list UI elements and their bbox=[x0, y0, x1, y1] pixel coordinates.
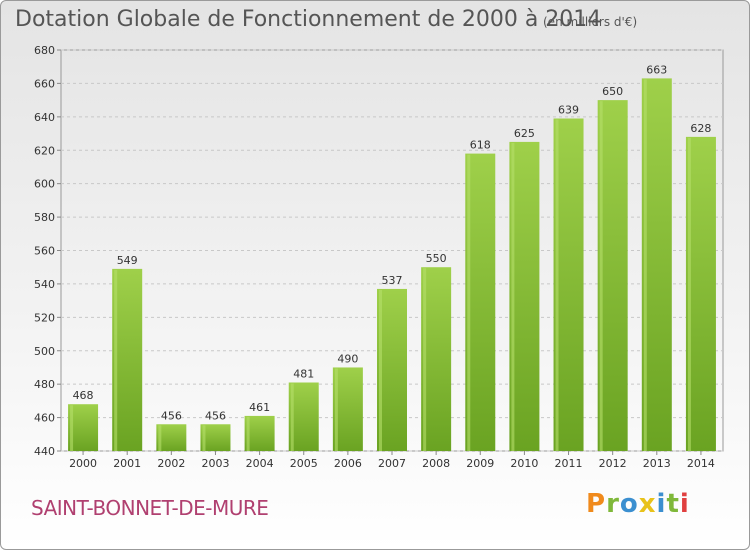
logo-letter: P bbox=[586, 489, 607, 519]
commune-name: SAINT-BONNET-DE-MURE bbox=[31, 496, 269, 520]
x-tick-label: 2005 bbox=[290, 457, 318, 470]
logo-letter: x bbox=[638, 489, 657, 519]
bar-highlight bbox=[379, 289, 382, 451]
logo-letter: r bbox=[606, 489, 620, 519]
y-tick-label: 500 bbox=[34, 345, 55, 358]
bar-value-label: 549 bbox=[117, 254, 138, 267]
chart-unit: (en milliers d'€) bbox=[543, 15, 638, 29]
bar-value-label: 537 bbox=[382, 274, 403, 287]
chart-title: Dotation Globale de Fonctionnement de 20… bbox=[15, 7, 602, 32]
bar-value-label: 456 bbox=[205, 409, 226, 422]
bar-highlight bbox=[555, 119, 559, 452]
x-tick-label: 2003 bbox=[201, 457, 229, 470]
bar-highlight bbox=[202, 425, 206, 451]
bar-highlight bbox=[246, 416, 250, 451]
logo-letter: o bbox=[619, 489, 639, 519]
x-tick-label: 2001 bbox=[113, 457, 141, 470]
x-tick-label: 2002 bbox=[157, 457, 185, 470]
grid-lines bbox=[57, 49, 724, 455]
bar-value-label: 490 bbox=[337, 352, 358, 365]
x-tick-label: 2008 bbox=[422, 457, 450, 470]
proxiti-logo: Proxiti bbox=[586, 489, 690, 519]
x-tick-label: 2009 bbox=[466, 457, 494, 470]
bar-highlight bbox=[687, 137, 691, 451]
logo-letter: t bbox=[666, 489, 680, 519]
bar-highlight bbox=[467, 154, 471, 451]
x-tick-label: 2013 bbox=[643, 457, 671, 470]
y-tick-label: 640 bbox=[34, 111, 55, 124]
y-tick-label: 480 bbox=[34, 378, 55, 391]
x-tick-label: 2000 bbox=[69, 457, 97, 470]
bar-highlight bbox=[334, 368, 338, 451]
bar-highlight bbox=[511, 142, 515, 452]
bars bbox=[68, 78, 716, 452]
bar-highlight bbox=[423, 268, 427, 451]
bar-highlight bbox=[158, 425, 162, 451]
x-tick-label: 2006 bbox=[334, 457, 362, 470]
bar-value-label: 550 bbox=[426, 252, 447, 265]
bar-highlight bbox=[599, 101, 603, 451]
y-tick-label: 620 bbox=[34, 144, 55, 157]
bar-highlight bbox=[70, 405, 74, 451]
labels: 440 460 480 500 520 540 560 580 600 620 640 660 680 4… bbox=[34, 44, 715, 470]
y-tick-label: 580 bbox=[34, 211, 55, 224]
bar-value-label: 461 bbox=[249, 401, 270, 414]
y-tick-label: 540 bbox=[34, 278, 55, 291]
x-tick-label: 2004 bbox=[246, 457, 274, 470]
bar-highlight bbox=[643, 79, 647, 451]
bar-value-label: 618 bbox=[470, 139, 491, 152]
bar-value-label: 663 bbox=[646, 63, 667, 76]
y-tick-label: 680 bbox=[34, 44, 55, 57]
y-tick-label: 440 bbox=[34, 445, 55, 458]
x-tick-label: 2014 bbox=[687, 457, 715, 470]
bar-value-label: 628 bbox=[690, 122, 711, 135]
y-tick-label: 600 bbox=[34, 178, 55, 191]
y-tick-label: 520 bbox=[34, 311, 55, 324]
bar-highlight bbox=[290, 383, 294, 451]
x-tick-label: 2007 bbox=[378, 457, 406, 470]
y-tick-label: 560 bbox=[34, 245, 55, 258]
bar-value-label: 639 bbox=[558, 104, 579, 117]
x-tick-label: 2010 bbox=[510, 457, 538, 470]
bar-value-label: 468 bbox=[73, 389, 94, 402]
y-tick-label: 460 bbox=[34, 412, 55, 425]
bar-value-label: 481 bbox=[293, 367, 314, 380]
logo-letter: i bbox=[656, 489, 667, 519]
bar-value-label: 456 bbox=[161, 409, 182, 422]
y-tick-label: 660 bbox=[34, 77, 55, 90]
bar-highlight bbox=[114, 269, 118, 451]
logo-letter: i bbox=[679, 489, 690, 519]
x-tick-label: 2011 bbox=[555, 457, 583, 470]
x-tick-label: 2012 bbox=[599, 457, 627, 470]
bar-value-label: 650 bbox=[602, 85, 623, 98]
bar-value-label: 625 bbox=[514, 127, 535, 140]
